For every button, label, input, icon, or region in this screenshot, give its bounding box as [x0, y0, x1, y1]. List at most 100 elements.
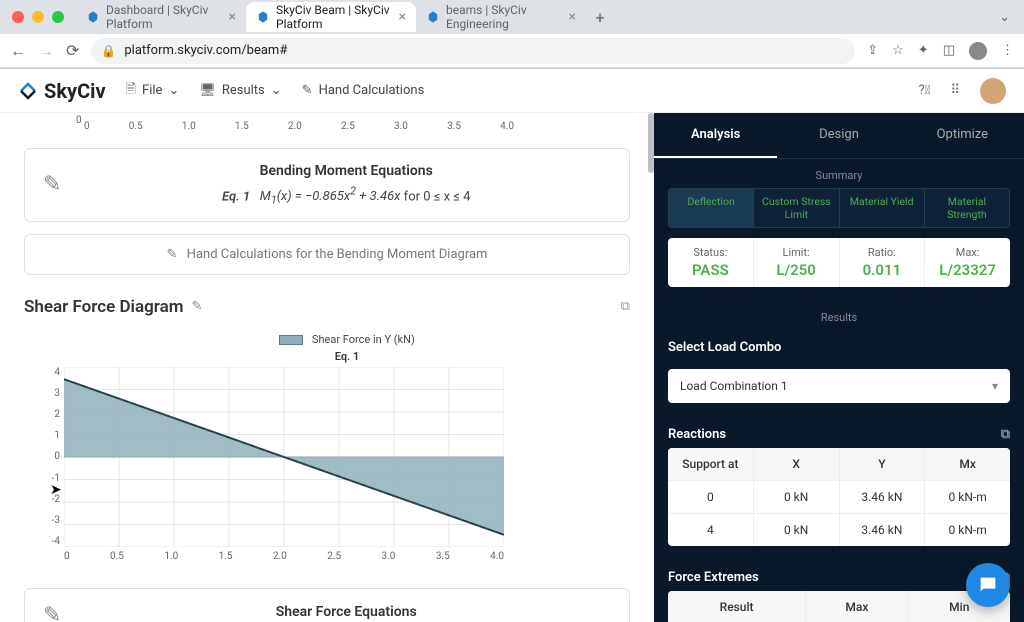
window-zoom[interactable]: [52, 11, 64, 23]
skyciv-favicon: [256, 10, 270, 24]
tab-beam[interactable]: SkyCiv Beam | SkyCiv Platform ×: [246, 2, 416, 32]
x-tick: 1.0: [182, 121, 196, 132]
side-panel: Analysis Design Optimize Summary Deflect…: [654, 113, 1024, 622]
chat-bubble[interactable]: [966, 563, 1010, 607]
pencil-icon[interactable]: ✎: [43, 603, 61, 622]
brand-text: SkyCiv: [44, 79, 106, 103]
card-title: Bending Moment Equations: [81, 163, 611, 179]
back-button[interactable]: ←: [10, 41, 26, 61]
extremes-table: Result Max Min Bending Moment 3.46 kN-m …: [668, 591, 1010, 622]
pill-material-strength[interactable]: Material Strength: [925, 189, 1009, 227]
x-tick: 1.5: [235, 121, 249, 132]
menu-label: File: [142, 83, 162, 98]
y-tick: 0: [76, 115, 82, 126]
pill-custom-stress[interactable]: Custom Stress Limit: [754, 189, 839, 227]
bending-moment-hand-calc-link[interactable]: ✎ Hand Calculations for the Bending Mome…: [24, 234, 630, 275]
table-header: Result Max Min: [668, 591, 1010, 622]
reload-button[interactable]: ⟳: [66, 41, 79, 60]
x-tick: 3.5: [447, 121, 461, 132]
tab-dashboard[interactable]: Dashboard | SkyCiv Platform ×: [76, 2, 246, 32]
tab-bar: Dashboard | SkyCiv Platform × SkyCiv Bea…: [0, 0, 1024, 34]
kebab-icon[interactable]: ⋮: [1001, 43, 1014, 58]
pencil-icon[interactable]: ✎: [43, 172, 61, 197]
copy-icon[interactable]: ⧉: [621, 299, 630, 314]
edit-icon[interactable]: ✎: [192, 299, 203, 314]
legend-swatch: [279, 335, 303, 345]
tab-label: SkyCiv Beam | SkyCiv Platform: [276, 3, 393, 31]
tab-design[interactable]: Design: [777, 113, 900, 158]
file-icon: 🗎: [126, 80, 136, 102]
stat-limit: Limit: L/250: [754, 238, 840, 287]
tab-close-icon[interactable]: ×: [399, 9, 406, 25]
check-pills: Deflection Custom Stress Limit Material …: [668, 188, 1010, 228]
tab-optimize[interactable]: Optimize: [901, 113, 1024, 158]
menu-label: Hand Calculations: [319, 83, 425, 98]
menu-label: Results: [222, 83, 265, 98]
help-icon[interactable]: ?⃝: [919, 83, 931, 98]
x-tick: 0: [84, 121, 90, 132]
x-tick: 0.5: [129, 121, 143, 132]
card-title: Shear Force Equations: [81, 604, 611, 620]
reader-icon[interactable]: ◫: [943, 43, 955, 58]
tab-close-icon[interactable]: ×: [229, 9, 236, 25]
menu-results[interactable]: 🖥 Results ⌄: [199, 83, 281, 98]
legend-label: Shear Force in Y (kN): [312, 333, 415, 346]
chevron-down-icon[interactable]: ⌄: [999, 10, 1010, 25]
bending-moment-equations-card: ✎ Bending Moment Equations Eq. 1 M1(x) =…: [24, 148, 630, 222]
load-combo-dropdown[interactable]: Load Combination 1 ▾: [668, 369, 1010, 403]
scrollbar[interactable]: [648, 113, 654, 173]
equation-text: Eq. 1 M1(x) = −0.865x2 + 3.46x for 0 ≤ x…: [81, 185, 611, 207]
skyciv-favicon: [426, 10, 440, 24]
prev-chart-axis: 0 0 0.5 1.0 1.5 2.0 2.5 3.0 3.5 4.0: [24, 113, 630, 136]
url-input[interactable]: 🔒 platform.skyciv.com/beam#: [91, 38, 855, 64]
tab-label: beams | SkyCiv Engineering: [446, 3, 563, 31]
table-row: 0 0 kN 3.46 kN 0 kN-m: [668, 481, 1010, 514]
pencil-icon: ✎: [302, 83, 313, 98]
logo-icon: [18, 81, 38, 101]
side-tabs: Analysis Design Optimize: [654, 113, 1024, 159]
reactions-table: Support at X Y Mx 0 0 kN 3.46 kN 0 kN-m …: [668, 448, 1010, 546]
summary-stats: Status: PASS Limit: L/250 Ratio: 0.011 M…: [668, 238, 1010, 287]
chart-legend: Shear Force in Y (kN): [64, 333, 630, 346]
extension-icon[interactable]: ✦: [918, 43, 929, 58]
tab-close-icon[interactable]: ×: [569, 9, 576, 25]
profile-icon[interactable]: [969, 42, 987, 60]
x-tick: 2.5: [341, 121, 355, 132]
chart-title: Eq. 1: [64, 350, 630, 363]
link-text: Hand Calculations for the Bending Moment…: [187, 247, 488, 262]
pencil-icon: ✎: [167, 247, 178, 262]
table-row: 4 0 kN 3.46 kN 0 kN-m: [668, 514, 1010, 546]
copy-icon[interactable]: ⧉: [1001, 427, 1010, 442]
section-title: Shear Force Diagram: [24, 297, 184, 317]
pill-deflection[interactable]: Deflection: [669, 189, 754, 227]
chevron-down-icon: ▾: [992, 379, 998, 393]
reactions-header: Reactions ⧉: [654, 417, 1024, 448]
browser-chrome: Dashboard | SkyCiv Platform × SkyCiv Bea…: [0, 0, 1024, 69]
menu-file[interactable]: 🗎 File ⌄: [126, 80, 180, 102]
forward-button[interactable]: →: [38, 41, 54, 61]
app-header: SkyCiv 🗎 File ⌄ 🖥 Results ⌄ ✎ Hand Calcu…: [0, 69, 1024, 113]
new-tab-button[interactable]: +: [586, 8, 614, 27]
menu-hand-calcs[interactable]: ✎ Hand Calculations: [302, 83, 425, 98]
x-tick: 2.0: [288, 121, 302, 132]
window-close[interactable]: [12, 11, 24, 23]
dropdown-value: Load Combination 1: [680, 379, 788, 393]
tab-beams-eng[interactable]: beams | SkyCiv Engineering ×: [416, 2, 586, 32]
avatar[interactable]: [980, 78, 1006, 104]
tab-analysis[interactable]: Analysis: [654, 113, 777, 158]
star-icon[interactable]: ☆: [892, 43, 904, 58]
stat-ratio: Ratio: 0.011: [840, 238, 926, 287]
chevron-down-icon: ⌄: [168, 83, 179, 98]
shear-section-header: Shear Force Diagram ✎ ⧉: [24, 297, 630, 317]
skyciv-favicon: [86, 10, 100, 24]
window-minimize[interactable]: [32, 11, 44, 23]
share-icon[interactable]: ⇪: [867, 43, 878, 58]
chart-svg: [64, 367, 504, 547]
pill-material-yield[interactable]: Material Yield: [840, 189, 925, 227]
lock-icon: 🔒: [101, 44, 116, 58]
table-header: Support at X Y Mx: [668, 448, 1010, 481]
y-axis-ticks: 4 3 2 1 0 -1 -2 -3 -4: [42, 367, 60, 547]
x-tick: 4.0: [500, 121, 514, 132]
apps-icon[interactable]: ⠿: [950, 83, 960, 98]
logo[interactable]: SkyCiv: [18, 79, 106, 103]
